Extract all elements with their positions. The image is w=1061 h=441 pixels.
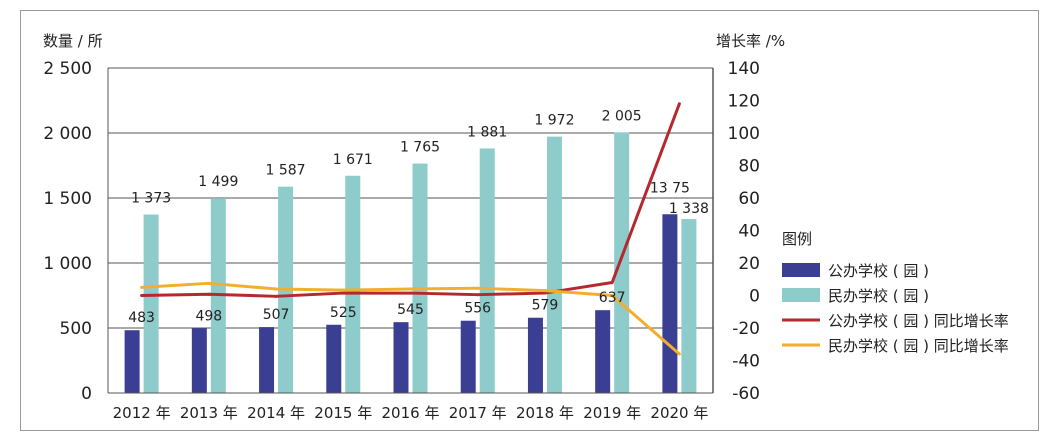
- bar: [326, 324, 342, 393]
- data-label: 2 005: [602, 108, 642, 124]
- bar: [345, 175, 361, 393]
- line-point: [140, 285, 144, 289]
- x-tick-label: 2020 年: [650, 404, 708, 422]
- x-tick-label: 2017 年: [449, 404, 507, 422]
- data-label: 1 587: [266, 163, 306, 179]
- line-point: [476, 286, 480, 290]
- bar: [259, 327, 275, 393]
- line-point: [274, 294, 278, 298]
- data-label: 13 75: [650, 180, 690, 196]
- data-label: 637: [599, 290, 626, 306]
- chart-frame: [20, 10, 1039, 431]
- y2-tick-label: -60: [732, 384, 760, 404]
- x-tick-label: 2018 年: [516, 404, 574, 422]
- legend: 图例 公办学校 ( 园 ) 民办学校 ( 园 ) 公办学校 ( 园 ) 同比增长率民…: [782, 230, 1009, 355]
- x-tick-label: 2016 年: [382, 404, 440, 422]
- bar: [479, 148, 495, 393]
- bar: [143, 214, 159, 393]
- y2-tick-label: 120: [728, 92, 760, 112]
- bar: [191, 328, 207, 393]
- bar: [412, 163, 428, 393]
- y2-tick-label: -40: [732, 352, 760, 372]
- y2-tick-label: 0: [749, 287, 760, 307]
- legend-label: 民办学校 ( 园 ): [828, 287, 929, 305]
- data-label: 1 338: [669, 201, 709, 217]
- y2-tick-label: 20: [738, 254, 760, 274]
- x-tick-label: 2015 年: [314, 404, 372, 422]
- y-axis-title: 数量 / 所: [43, 32, 103, 50]
- line-point: [677, 102, 681, 106]
- bar: [595, 310, 611, 393]
- line-point: [543, 289, 547, 293]
- data-label: 1 972: [534, 113, 574, 129]
- legend-label: 公办学校 ( 园 ): [828, 262, 929, 280]
- data-label: 1 671: [333, 152, 373, 168]
- x-tick-label: 2012 年: [113, 404, 171, 422]
- x-tick-label: 2013 年: [180, 404, 238, 422]
- y-tick-label: 1 500: [43, 189, 92, 209]
- legend-swatch: [782, 263, 820, 277]
- axes: 0 500 1 000 1 500 2 000 2 500 -60 -40 -20 0 20 40 60…: [43, 59, 760, 422]
- data-label: 1 881: [467, 124, 507, 140]
- data-labels: 483 498 507 525 545 556 579 637 13 75 1 373 1 499 1…: [128, 108, 709, 326]
- y-tick-label: 2 000: [43, 124, 92, 144]
- legend-swatch: [782, 288, 820, 302]
- bar: [124, 330, 140, 393]
- y2-tick-label: 60: [738, 189, 760, 209]
- y-tick-label: 500: [60, 319, 92, 339]
- line-point: [610, 294, 614, 297]
- data-label: 525: [330, 305, 357, 321]
- line-point: [274, 287, 278, 291]
- bar: [460, 320, 476, 393]
- data-label: 556: [464, 301, 491, 317]
- y-tick-label: 2 500: [43, 59, 92, 79]
- line-point: [140, 294, 144, 297]
- y-tick-label: 1 000: [43, 254, 92, 274]
- y2-axis-title: 增长率 /%: [716, 32, 785, 50]
- line-point: [409, 291, 412, 295]
- data-label: 1 499: [198, 174, 238, 190]
- line-point: [207, 281, 211, 285]
- bar: [614, 132, 630, 393]
- bar: [681, 219, 697, 393]
- line-point: [543, 291, 547, 295]
- line-point: [677, 352, 681, 356]
- line-point: [610, 281, 614, 284]
- line-point: [341, 288, 345, 292]
- legend-title: 图例: [782, 230, 812, 248]
- data-label: 1 373: [131, 191, 171, 207]
- legend-label: 公办学校 ( 园 ) 同比增长率: [828, 312, 1009, 330]
- y2-tick-label: 140: [728, 59, 760, 79]
- y-tick-label: 0: [81, 384, 92, 404]
- bar: [662, 214, 678, 393]
- data-label: 498: [195, 308, 222, 324]
- y2-tick-label: 40: [738, 222, 760, 242]
- y2-tick-label: 100: [728, 124, 760, 144]
- bar: [393, 322, 409, 393]
- line-point: [409, 287, 412, 291]
- y2-tick-label: -20: [732, 319, 760, 339]
- data-label: 579: [532, 298, 559, 314]
- data-label: 545: [397, 302, 424, 318]
- x-tick-label: 2019 年: [583, 404, 641, 422]
- data-label: 483: [128, 310, 155, 326]
- bars: [124, 132, 697, 393]
- lines: [140, 102, 681, 356]
- legend-label: 民办学校 ( 园 ) 同比增长率: [828, 337, 1009, 355]
- line-point: [207, 292, 211, 296]
- line-point: [341, 291, 345, 295]
- gridlines: [108, 67, 713, 329]
- bar: [546, 136, 562, 393]
- x-tick-label: 2014 年: [247, 404, 305, 422]
- data-label: 507: [263, 307, 290, 323]
- line-point: [476, 293, 480, 297]
- y2-tick-label: 80: [738, 157, 760, 177]
- data-label: 1 765: [400, 140, 440, 156]
- bar: [527, 317, 543, 393]
